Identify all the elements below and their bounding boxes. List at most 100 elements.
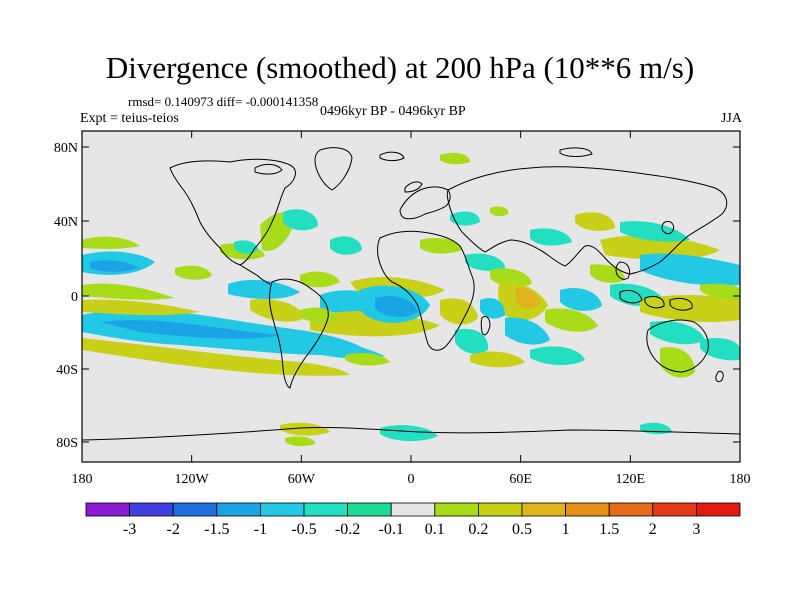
colorbar-swatch xyxy=(608,502,654,517)
field-region xyxy=(300,271,340,288)
rmsd-text: rmsd= 0.140973 diff= -0.000141358 xyxy=(128,94,319,109)
colorbar-swatch xyxy=(390,502,436,517)
coastline-sumatra xyxy=(619,289,643,304)
coastline-new-zealand xyxy=(715,371,724,383)
coastline-svalbard xyxy=(379,151,405,162)
colorbar-swatch xyxy=(521,502,566,517)
field-region xyxy=(380,425,438,442)
lat-label: 80S xyxy=(56,436,78,451)
field-region xyxy=(530,346,585,366)
field-region xyxy=(470,351,525,368)
colorbar-label: 3 xyxy=(692,521,700,538)
coastline-antarctica xyxy=(82,426,740,441)
field-region xyxy=(440,152,470,165)
lon-label: 60E xyxy=(509,472,532,487)
field-region xyxy=(250,298,305,322)
colorbar-label: 0.2 xyxy=(468,521,488,538)
field-region xyxy=(650,320,705,345)
colorbar-swatch xyxy=(477,502,523,517)
coastline-africa xyxy=(377,230,475,351)
field-region xyxy=(234,240,258,254)
colorbar-labels: -3 -2 -1.5 -1 -0.5 -0.2 -0.1 0.1 0.2 0.5 1 1.5 2 3 xyxy=(123,521,700,538)
period-text: 0496kyr BP - 0496kyr BP xyxy=(320,104,466,119)
plot-title: Divergence (smoothed) at 200 hPa (10**6 … xyxy=(105,50,695,85)
coastline-greenland xyxy=(314,147,353,191)
field-region xyxy=(480,297,505,319)
field-region xyxy=(82,283,175,300)
field-region xyxy=(450,211,480,226)
colorbar xyxy=(85,502,741,517)
field-region xyxy=(505,317,550,345)
coastline-new-guinea xyxy=(669,297,693,311)
lat-label: 40N xyxy=(54,215,78,230)
lon-label: 180 xyxy=(730,472,751,487)
colorbar-swatch xyxy=(259,502,305,517)
field-region xyxy=(283,209,318,231)
coastline-indochina xyxy=(615,261,631,280)
axis-labels: 80N 40N 0 40S 80S 180 120W 60W 0 60E 120E 180 xyxy=(54,141,751,487)
colorbar-label: 0.5 xyxy=(512,521,532,538)
lon-label: 60W xyxy=(288,472,316,487)
field-region xyxy=(330,236,362,255)
colorbar-swatch xyxy=(347,502,392,517)
field-region xyxy=(345,352,390,366)
coastline-japan xyxy=(661,221,675,235)
coastline-south-america xyxy=(269,278,329,389)
lat-label: 40S xyxy=(56,363,78,378)
lon-label: 180 xyxy=(72,472,93,487)
colorbar-label: -2 xyxy=(167,521,180,538)
colorbar-label: -0.5 xyxy=(291,521,316,538)
experiment-text: Expt = teius-teios xyxy=(80,111,179,126)
field-region xyxy=(640,253,740,286)
field-region xyxy=(600,235,720,260)
lat-label: 80N xyxy=(54,141,78,156)
field-region xyxy=(228,279,300,299)
coastlines xyxy=(82,147,740,441)
field-region xyxy=(82,299,200,316)
colorbar-swatch xyxy=(303,502,348,517)
colorbar-swatch xyxy=(129,502,174,517)
field-region xyxy=(375,295,418,317)
colorbar-swatch xyxy=(565,502,610,517)
coastline-north-america xyxy=(169,158,296,266)
colorbar-label: -1.5 xyxy=(204,521,229,538)
colorbar-swatch xyxy=(85,502,130,517)
lat-label: 0 xyxy=(71,290,78,305)
colorbar-label: -0.2 xyxy=(335,521,360,538)
colorbar-swatch xyxy=(652,502,697,517)
colorbar-label: -0.1 xyxy=(379,521,404,538)
axis-ticks xyxy=(81,131,741,462)
field-region xyxy=(455,328,489,354)
colorbar-swatch xyxy=(434,502,479,517)
coastline-hudson xyxy=(254,163,283,175)
colorbar-swatch xyxy=(216,502,261,517)
field-region xyxy=(575,212,615,231)
field-region xyxy=(700,338,740,361)
colorbar-swatch xyxy=(172,502,218,517)
field-region xyxy=(440,298,478,325)
field-region xyxy=(280,422,330,436)
field-region xyxy=(515,287,540,309)
field-region xyxy=(530,228,572,246)
field-region xyxy=(82,236,140,249)
field-region xyxy=(420,238,462,254)
coastline-siberian-islands xyxy=(559,147,593,157)
colorbar-label: 0.1 xyxy=(425,521,445,538)
field-region xyxy=(545,308,598,332)
field-region xyxy=(100,320,280,339)
coastline-scandinavia xyxy=(404,181,423,193)
colorbar-label: 1.5 xyxy=(599,521,619,538)
lon-label: 0 xyxy=(408,472,415,487)
colorbar-label: -1 xyxy=(254,521,267,538)
coastline-madagascar xyxy=(480,315,491,336)
coastline-central-america xyxy=(239,264,271,285)
field-region xyxy=(560,287,602,311)
field-region xyxy=(700,283,740,300)
lon-label: 120W xyxy=(175,472,210,487)
colorbar-label: 2 xyxy=(649,521,657,538)
coastline-eurasia xyxy=(446,166,728,275)
colorbar-label: -3 xyxy=(123,521,136,538)
colorbar-swatch xyxy=(696,502,741,517)
lon-label: 120E xyxy=(616,472,646,487)
